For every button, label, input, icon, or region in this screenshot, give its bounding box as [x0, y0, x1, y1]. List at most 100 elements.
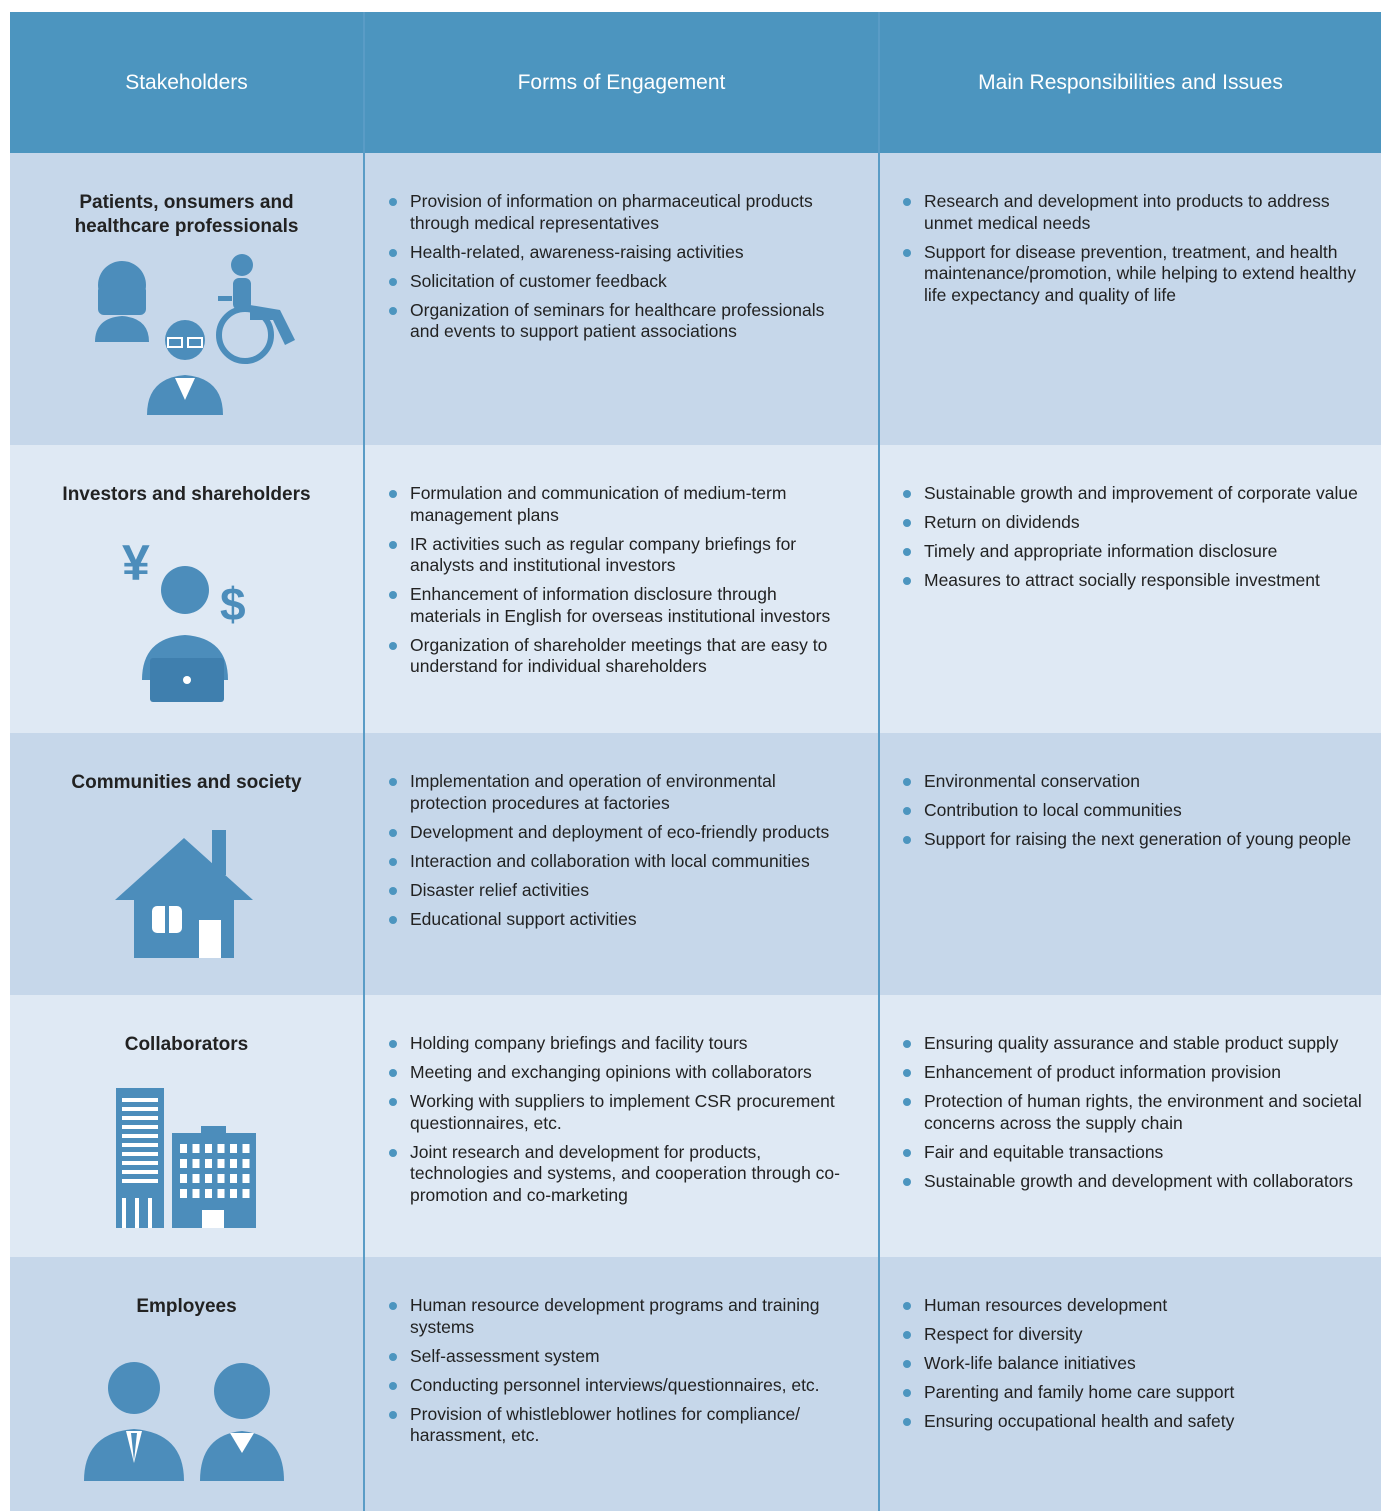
- svg-text:¥: ¥: [122, 535, 150, 591]
- engagement-item: Disaster relief activities: [387, 880, 842, 902]
- window: [217, 1159, 225, 1168]
- engagement-item: Provision of whistleblower hotlines for …: [387, 1404, 842, 1447]
- window: [180, 1159, 187, 1168]
- responsibilities-item: Timely and appropriate information discl…: [901, 541, 1371, 563]
- svg-text:$: $: [220, 578, 246, 630]
- header-cell: Forms of Engagement: [365, 12, 878, 153]
- responsibilities-list: Human resources development Respect for d…: [901, 1295, 1371, 1440]
- responsibilities-item: Support for disease prevention, treatmen…: [901, 242, 1371, 307]
- window: [192, 1144, 200, 1153]
- stakeholder-name: Patients, onsumers and healthcare profes…: [74, 192, 299, 237]
- window: [242, 1159, 250, 1168]
- engagement-item: Working with suppliers to implement CSR …: [387, 1091, 842, 1134]
- window: [230, 1174, 237, 1183]
- window: [242, 1189, 250, 1198]
- header-cell: Main Responsibilities and Issues: [880, 12, 1381, 153]
- responsibilities-item: Work-life balance initiatives: [901, 1353, 1371, 1375]
- responsibilities-list: Sustainable growth and improvement of co…: [901, 483, 1371, 599]
- window: [122, 1125, 158, 1129]
- stakeholder-name: Investors and shareholders: [62, 484, 311, 505]
- stakeholder-name: Employees: [136, 1296, 237, 1317]
- engagement-list: Human resource development programs and …: [387, 1295, 842, 1454]
- responsibilities-item: Sustainable growth and improvement of co…: [901, 483, 1371, 505]
- engagement-item: Development and deployment of eco-friend…: [387, 822, 842, 844]
- engagement-list: Implementation and operation of environm…: [387, 771, 842, 938]
- engagement-item: Formulation and communication of medium-…: [387, 483, 842, 526]
- window: [148, 1198, 152, 1228]
- window: [122, 1198, 126, 1228]
- employees-icon: [84, 1362, 284, 1481]
- engagement-item: IR activities such as regular company br…: [387, 534, 842, 577]
- window: [205, 1144, 212, 1153]
- house-icon: [115, 830, 253, 958]
- window: [122, 1134, 158, 1138]
- engagement-item: Interaction and collaboration with local…: [387, 851, 842, 873]
- window: [122, 1098, 158, 1102]
- responsibilities-item: Measures to attract socially responsible…: [901, 570, 1371, 592]
- window: [180, 1189, 187, 1198]
- responsibilities-item: Contribution to local communities: [901, 800, 1371, 822]
- engagement-item: Joint research and development for produ…: [387, 1142, 842, 1207]
- engagement-item: Organization of shareholder meetings tha…: [387, 635, 842, 678]
- responsibilities-item: Ensuring occupational health and safety: [901, 1411, 1371, 1433]
- window: [122, 1170, 158, 1174]
- engagement-item: Implementation and operation of environm…: [387, 771, 842, 814]
- engagement-item: Provision of information on pharmaceutic…: [387, 191, 842, 234]
- responsibilities-item: Research and development into products t…: [901, 191, 1371, 234]
- window: [192, 1189, 200, 1198]
- window: [122, 1161, 158, 1165]
- window: [192, 1159, 200, 1168]
- responsibilities-item: Support for raising the next generation …: [901, 829, 1371, 851]
- engagement-item: Enhancement of information disclosure th…: [387, 584, 842, 627]
- window: [230, 1144, 237, 1153]
- responsibilities-item: Ensuring quality assurance and stable pr…: [901, 1033, 1371, 1055]
- column-divider: [363, 12, 365, 1511]
- responsibilities-list: Environmental conservation Contribution t…: [901, 771, 1371, 858]
- engagement-item: Conducting personnel interviews/question…: [387, 1375, 842, 1397]
- stakeholder-name: Communities and society: [71, 772, 302, 793]
- responsibilities-item: Return on dividends: [901, 512, 1371, 534]
- responsibilities-item: Fair and equitable transactions: [901, 1142, 1371, 1164]
- responsibilities-list: Research and development into products t…: [901, 191, 1371, 314]
- stakeholder-name: Collaborators: [124, 1034, 249, 1055]
- building-icon: [116, 1088, 256, 1228]
- engagement-item: Human resource development programs and …: [387, 1295, 842, 1338]
- investor-icon: ¥ $: [122, 535, 246, 702]
- patients-icon: [95, 254, 295, 415]
- window: [180, 1174, 187, 1183]
- window: [192, 1174, 200, 1183]
- engagement-item: Meeting and exchanging opinions with col…: [387, 1062, 842, 1084]
- engagement-item: Organization of seminars for healthcare …: [387, 300, 842, 343]
- responsibilities-item: Human resources development: [901, 1295, 1371, 1317]
- column-divider: [878, 12, 880, 1511]
- window: [205, 1189, 212, 1198]
- responsibilities-list: Ensuring quality assurance and stable pr…: [901, 1033, 1371, 1200]
- engagement-item: Holding company briefings and facility t…: [387, 1033, 842, 1055]
- responsibilities-item: Environmental conservation: [901, 771, 1371, 793]
- responsibilities-item: Enhancement of product information provi…: [901, 1062, 1371, 1084]
- window: [205, 1159, 212, 1168]
- window: [230, 1189, 237, 1198]
- window: [217, 1189, 225, 1198]
- engagement-item: Educational support activities: [387, 909, 842, 931]
- window: [217, 1174, 225, 1183]
- engagement-list: Provision of information on pharmaceutic…: [387, 191, 842, 350]
- window: [180, 1144, 187, 1153]
- window: [242, 1144, 250, 1153]
- responsibilities-item: Parenting and family home care support: [901, 1382, 1371, 1404]
- responsibilities-item: Sustainable growth and development with …: [901, 1171, 1371, 1193]
- row-bg: [10, 445, 1381, 733]
- row-bg: [10, 733, 1381, 995]
- window: [122, 1179, 158, 1183]
- responsibilities-item: Respect for diversity: [901, 1324, 1371, 1346]
- window: [135, 1198, 139, 1228]
- window: [230, 1159, 237, 1168]
- window: [122, 1107, 158, 1111]
- window: [122, 1152, 158, 1156]
- window: [205, 1174, 212, 1183]
- header-cell: Stakeholders: [10, 12, 363, 153]
- window: [122, 1116, 158, 1120]
- window: [122, 1143, 158, 1147]
- engagement-item: Solicitation of customer feedback: [387, 271, 842, 293]
